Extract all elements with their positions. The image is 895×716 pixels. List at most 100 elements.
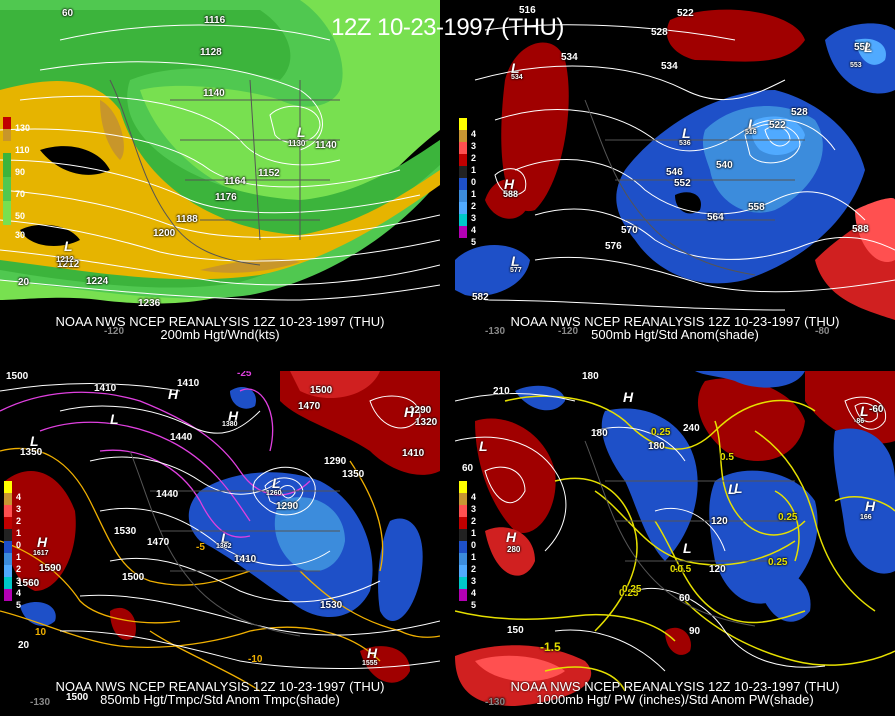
legend-label: 2 bbox=[471, 516, 477, 526]
low-value: 553 bbox=[850, 62, 862, 69]
contour-label: 120 bbox=[711, 516, 728, 527]
tick-label: -130 bbox=[485, 326, 506, 337]
contour-label: 1200 bbox=[153, 228, 176, 239]
legend-label: 1 bbox=[16, 528, 22, 538]
contour-label: 180 bbox=[591, 428, 608, 439]
contour-label: 1500 bbox=[122, 572, 145, 583]
legend-swatch bbox=[3, 117, 11, 129]
contour-label: 528 bbox=[791, 107, 808, 118]
legend-swatch bbox=[3, 213, 11, 225]
legend-swatch bbox=[459, 553, 467, 565]
contour-label: 0.25 bbox=[619, 588, 639, 599]
contour-label: 540 bbox=[716, 160, 733, 171]
contour-label: 90 bbox=[689, 626, 701, 637]
tick-label: -120 bbox=[104, 326, 125, 337]
anom-core-black bbox=[675, 192, 701, 214]
high-marker: H bbox=[367, 645, 378, 661]
legend-label: 3 bbox=[471, 576, 477, 586]
legend-label: 30 bbox=[15, 230, 26, 240]
legend-label: 1 bbox=[471, 552, 477, 562]
legend-label: 3 bbox=[16, 504, 22, 514]
high-marker: H bbox=[504, 176, 515, 192]
legend-swatch bbox=[4, 553, 12, 565]
contour-label: 1410 bbox=[234, 554, 257, 565]
caption-1000mb-line2: 1000mb Hgt/ PW (inches)/Std Anom PW(shad… bbox=[536, 692, 814, 707]
contour-label: 552 bbox=[674, 178, 691, 189]
anom-shade-red bbox=[485, 527, 535, 576]
legend-label: 4 bbox=[16, 588, 22, 598]
anom-shade-red bbox=[475, 418, 556, 533]
map-200mb bbox=[0, 0, 440, 345]
low-value: 1212 bbox=[56, 255, 74, 264]
high-marker: H bbox=[228, 408, 239, 424]
anom-shade-red bbox=[665, 627, 691, 655]
contour-label: 210 bbox=[493, 386, 510, 397]
anom-shade-blue bbox=[515, 385, 565, 411]
contour-label: 1236 bbox=[138, 298, 161, 309]
wind-shade-white-core bbox=[20, 146, 110, 246]
low-value: 534 bbox=[511, 74, 523, 81]
contour-label: 1500 bbox=[6, 371, 29, 382]
contour-label: 576 bbox=[605, 241, 622, 252]
anom-shade-blue bbox=[825, 23, 895, 94]
contour-label: 1470 bbox=[298, 401, 321, 412]
contour-label: -10 bbox=[248, 654, 263, 665]
high-value: 588 bbox=[503, 189, 519, 199]
contour-label: 1212 bbox=[57, 259, 80, 270]
low-marker: L bbox=[511, 253, 520, 269]
contour-label: 522 bbox=[769, 120, 786, 131]
legend-label: 2 bbox=[471, 564, 477, 574]
caption-500mb-line2: 500mb Hgt/Std Anom(shade) bbox=[591, 327, 759, 342]
anom-shade-red bbox=[3, 471, 76, 591]
low-marker: L bbox=[64, 238, 73, 254]
low-marker: L bbox=[221, 530, 230, 546]
legend-swatch bbox=[4, 565, 12, 577]
legend-swatch bbox=[459, 517, 467, 529]
contour-label: 20 bbox=[18, 277, 30, 288]
legend-swatch bbox=[3, 189, 11, 201]
contour-label: 1140 bbox=[203, 88, 225, 99]
anom-shade-blue bbox=[709, 470, 818, 604]
low-marker: L bbox=[297, 124, 306, 140]
legend-swatch bbox=[3, 201, 11, 213]
low-value: 1260 bbox=[266, 490, 282, 497]
caption-500mb-line1: NOAA NWS NCEP REANALYSIS 12Z 10-23-1997 … bbox=[510, 314, 840, 329]
legend-label: 3 bbox=[471, 504, 477, 514]
legend-label: 130 bbox=[15, 123, 31, 133]
contour-label: 0.25 bbox=[768, 557, 788, 568]
anom-shade-blue bbox=[230, 386, 256, 409]
contour-label: -1.5 bbox=[540, 640, 561, 654]
legend-swatch bbox=[459, 493, 467, 505]
low-value: 516 bbox=[745, 129, 757, 136]
contour-label: -60 bbox=[869, 404, 884, 415]
low-marker: L bbox=[479, 438, 488, 454]
legend-swatch bbox=[4, 505, 12, 517]
high-marker: H bbox=[404, 404, 415, 420]
low-marker: L bbox=[728, 481, 737, 497]
contour-label: 1410 bbox=[177, 378, 200, 389]
legend-swatch bbox=[459, 589, 467, 601]
anom-shade-red bbox=[485, 179, 530, 219]
caption-850mb-line2: 850mb Hgt/Tmpc/Std Anom Tmpc(shade) bbox=[100, 692, 340, 707]
anom-shade-red-pale bbox=[475, 655, 565, 682]
contour-label: 1290 bbox=[276, 501, 299, 512]
contour-label: 1116 bbox=[204, 15, 226, 26]
contour-label: 564 bbox=[707, 212, 724, 223]
contour-label: 1320 bbox=[415, 417, 438, 428]
contour-label: 180 bbox=[648, 441, 665, 452]
legend-swatch bbox=[3, 153, 11, 165]
legend-swatch bbox=[459, 226, 467, 238]
legend-label: 70 bbox=[15, 189, 26, 199]
contour-label: 1470 bbox=[147, 537, 170, 548]
contour-label: 522 bbox=[677, 8, 694, 19]
contour-label: 1176 bbox=[215, 192, 237, 203]
contour-label: 516 bbox=[519, 5, 536, 16]
contour-label: 0.25 bbox=[778, 512, 798, 523]
legend-label: 3 bbox=[16, 576, 22, 586]
legend-swatch bbox=[459, 565, 467, 577]
tick-label: -130 bbox=[485, 697, 506, 708]
contour-label: 588 bbox=[852, 224, 869, 235]
panel-850mb: 1500 1410 1410 1470 1500 1290 1320 1410 … bbox=[0, 371, 440, 716]
contour-label: 1440 bbox=[156, 489, 179, 500]
legend-swatch bbox=[459, 214, 467, 226]
